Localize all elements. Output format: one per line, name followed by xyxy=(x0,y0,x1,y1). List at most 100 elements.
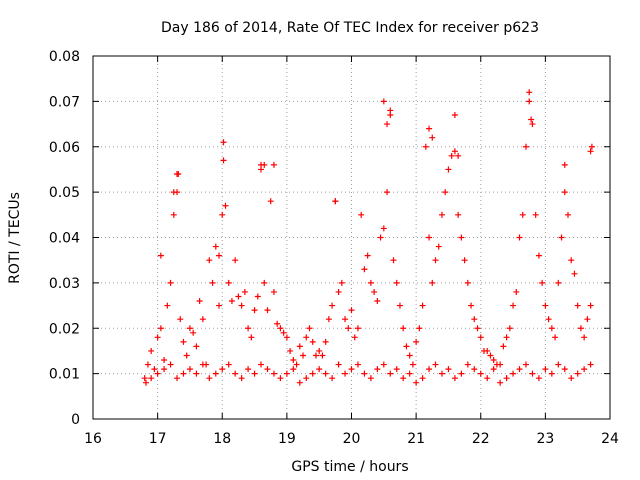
data-point xyxy=(258,361,265,368)
chart-title: Day 186 of 2014, Rate Of TEC Index for r… xyxy=(161,20,539,36)
data-point xyxy=(416,325,423,332)
data-point xyxy=(261,279,268,286)
data-point xyxy=(222,202,229,209)
data-point xyxy=(455,152,462,159)
data-point xyxy=(458,370,465,377)
x-tick-label: 18 xyxy=(213,431,231,447)
data-point xyxy=(442,189,449,196)
data-point xyxy=(290,366,297,373)
data-point xyxy=(406,352,413,359)
data-point xyxy=(552,334,559,341)
data-point xyxy=(387,111,394,118)
data-point xyxy=(209,279,216,286)
data-point xyxy=(529,370,536,377)
data-point xyxy=(303,375,310,382)
data-point xyxy=(455,211,462,218)
data-point xyxy=(516,234,523,241)
data-point xyxy=(561,161,568,168)
data-point xyxy=(212,243,219,250)
data-point xyxy=(232,257,239,264)
data-point xyxy=(555,361,562,368)
data-point xyxy=(277,325,284,332)
data-point xyxy=(561,366,568,373)
data-point xyxy=(216,302,223,309)
data-point xyxy=(545,316,552,323)
data-point xyxy=(380,361,387,368)
data-point xyxy=(241,288,248,295)
data-point xyxy=(510,370,517,377)
data-point xyxy=(371,288,378,295)
data-point xyxy=(296,379,303,386)
y-tick-label: 0.02 xyxy=(49,321,80,337)
data-point xyxy=(199,361,206,368)
data-point xyxy=(251,307,258,314)
data-point xyxy=(316,366,323,373)
data-point xyxy=(384,121,391,128)
data-point xyxy=(419,375,426,382)
data-point xyxy=(235,293,242,300)
data-point xyxy=(342,316,349,323)
y-tick-label: 0.01 xyxy=(49,367,80,383)
data-point xyxy=(325,316,332,323)
data-point xyxy=(264,307,271,314)
x-tick-label: 17 xyxy=(149,431,167,447)
data-point xyxy=(364,252,371,259)
data-point xyxy=(300,352,307,359)
data-point xyxy=(186,325,193,332)
data-point xyxy=(529,121,536,128)
data-point xyxy=(303,334,310,341)
data-point xyxy=(167,361,174,368)
data-point xyxy=(219,366,226,373)
data-points xyxy=(141,89,595,386)
data-point xyxy=(319,352,326,359)
data-point xyxy=(248,334,255,341)
data-point xyxy=(238,302,245,309)
data-point xyxy=(574,302,581,309)
data-point xyxy=(206,257,213,264)
data-point xyxy=(426,366,433,373)
y-tick-label: 0.05 xyxy=(49,185,80,201)
data-point xyxy=(403,343,410,350)
data-point xyxy=(426,234,433,241)
data-point xyxy=(429,134,436,141)
data-point xyxy=(367,375,374,382)
data-point xyxy=(358,211,365,218)
data-point xyxy=(238,375,245,382)
data-point xyxy=(157,252,164,259)
y-tick-labels: 0 0.01 0.02 0.03 0.04 0.05 0.06 0.07 0.08 xyxy=(49,49,80,428)
data-point xyxy=(568,257,575,264)
x-tick-label: 21 xyxy=(407,431,425,447)
data-point xyxy=(270,370,277,377)
data-point xyxy=(558,234,565,241)
data-point xyxy=(409,361,416,368)
data-point xyxy=(361,266,368,273)
data-point xyxy=(432,361,439,368)
data-point xyxy=(345,325,352,332)
data-point xyxy=(445,366,452,373)
data-point xyxy=(283,370,290,377)
data-point xyxy=(497,361,504,368)
data-point xyxy=(251,370,258,377)
data-point xyxy=(157,325,164,332)
data-point xyxy=(571,270,578,277)
data-point xyxy=(322,338,329,345)
data-point xyxy=(274,320,281,327)
data-point xyxy=(587,302,594,309)
data-point xyxy=(170,211,177,218)
data-point xyxy=(387,370,394,377)
data-point xyxy=(296,343,303,350)
data-point xyxy=(351,334,358,341)
data-point xyxy=(374,366,381,373)
data-point xyxy=(448,152,455,159)
data-point xyxy=(528,116,535,123)
data-point xyxy=(354,325,361,332)
data-point xyxy=(519,211,526,218)
data-point xyxy=(438,370,445,377)
data-point xyxy=(484,375,491,382)
data-point xyxy=(174,375,181,382)
data-point xyxy=(396,302,403,309)
data-point xyxy=(287,347,294,354)
data-point xyxy=(561,189,568,196)
data-point xyxy=(377,234,384,241)
